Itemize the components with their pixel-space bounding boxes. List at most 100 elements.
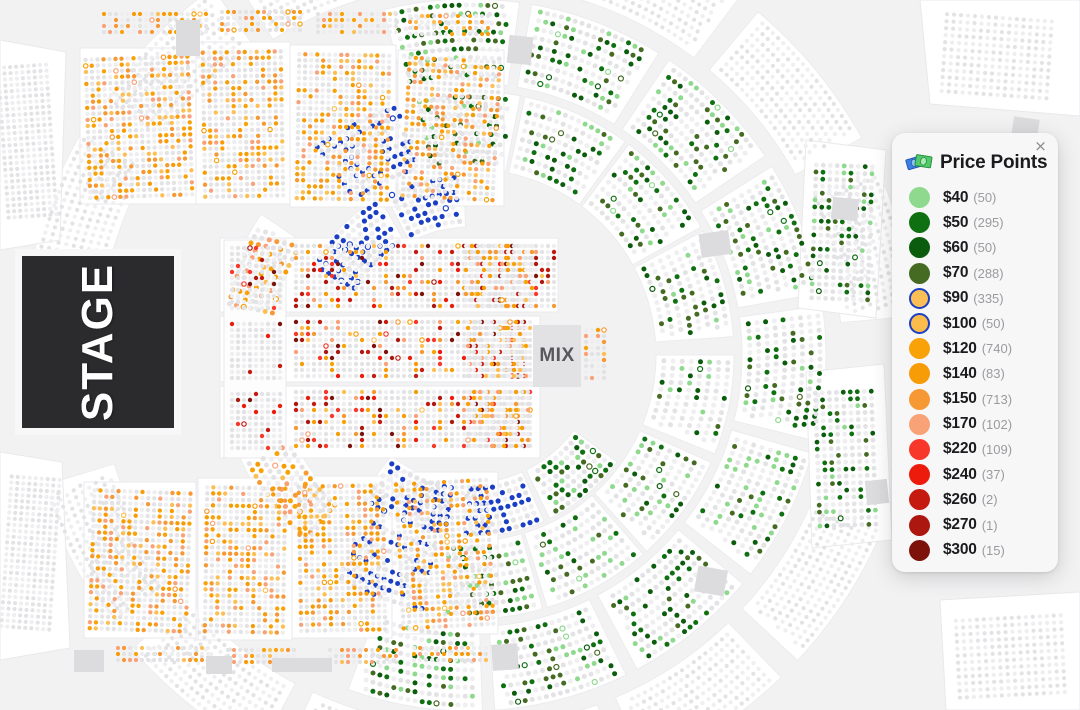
seat[interactable] bbox=[204, 688, 209, 693]
seat[interactable] bbox=[212, 56, 218, 61]
seat[interactable] bbox=[473, 46, 479, 52]
seat[interactable] bbox=[558, 564, 564, 570]
seat[interactable] bbox=[694, 109, 700, 115]
seat[interactable] bbox=[602, 539, 608, 545]
seat[interactable] bbox=[735, 245, 741, 251]
seat[interactable] bbox=[91, 129, 97, 134]
seat[interactable] bbox=[52, 225, 58, 230]
seat[interactable] bbox=[825, 554, 831, 560]
seat[interactable] bbox=[709, 605, 715, 611]
seat[interactable] bbox=[692, 609, 697, 615]
seat[interactable] bbox=[193, 679, 198, 684]
seat[interactable] bbox=[590, 623, 596, 629]
seat[interactable] bbox=[764, 103, 769, 108]
seat[interactable] bbox=[570, 459, 576, 466]
seat[interactable] bbox=[705, 0, 710, 3]
seat[interactable] bbox=[405, 697, 411, 702]
seat[interactable] bbox=[171, 186, 177, 192]
seat[interactable] bbox=[778, 403, 784, 409]
seat[interactable] bbox=[797, 542, 802, 547]
seat[interactable] bbox=[588, 671, 594, 677]
seat[interactable] bbox=[682, 629, 687, 635]
seat[interactable] bbox=[757, 190, 763, 196]
seat[interactable] bbox=[740, 87, 745, 92]
seat[interactable] bbox=[152, 139, 157, 144]
seat[interactable] bbox=[880, 281, 885, 286]
seat[interactable] bbox=[99, 189, 105, 194]
seat[interactable] bbox=[566, 519, 572, 525]
seat[interactable] bbox=[792, 422, 798, 428]
seat[interactable] bbox=[151, 109, 156, 114]
seat[interactable] bbox=[652, 269, 658, 274]
seat[interactable] bbox=[107, 68, 113, 74]
seat[interactable] bbox=[498, 30, 504, 36]
seat[interactable] bbox=[625, 224, 631, 230]
seat[interactable] bbox=[449, 219, 455, 225]
seat[interactable] bbox=[660, 225, 665, 231]
seat[interactable] bbox=[584, 443, 590, 450]
seat[interactable] bbox=[101, 75, 107, 80]
seat[interactable] bbox=[665, 704, 670, 709]
seat[interactable] bbox=[763, 245, 769, 251]
seat[interactable] bbox=[724, 501, 730, 507]
seat[interactable] bbox=[131, 74, 137, 79]
seat[interactable] bbox=[540, 685, 546, 691]
seat[interactable] bbox=[453, 211, 459, 217]
seat[interactable] bbox=[734, 221, 740, 226]
seat[interactable] bbox=[539, 36, 545, 42]
seat[interactable] bbox=[425, 107, 431, 113]
seat[interactable] bbox=[70, 178, 75, 183]
seat[interactable] bbox=[397, 161, 403, 167]
seat[interactable] bbox=[440, 666, 446, 672]
seat[interactable] bbox=[761, 179, 767, 185]
seat[interactable] bbox=[817, 371, 822, 376]
seat[interactable] bbox=[726, 516, 731, 522]
seat[interactable] bbox=[663, 152, 669, 158]
seat[interactable] bbox=[584, 663, 590, 669]
seat[interactable] bbox=[569, 145, 575, 151]
seat[interactable] bbox=[76, 501, 81, 507]
seat[interactable] bbox=[652, 504, 658, 510]
seat[interactable] bbox=[163, 662, 168, 667]
seat[interactable] bbox=[172, 192, 177, 198]
seat[interactable] bbox=[637, 197, 643, 203]
seat[interactable] bbox=[793, 640, 798, 645]
seat[interactable] bbox=[531, 510, 537, 516]
seat[interactable] bbox=[760, 21, 765, 26]
seat[interactable] bbox=[667, 548, 673, 554]
seat[interactable] bbox=[469, 667, 475, 673]
seat[interactable] bbox=[689, 290, 695, 296]
seat[interactable] bbox=[768, 530, 774, 536]
seat[interactable] bbox=[532, 633, 538, 639]
seat[interactable] bbox=[67, 184, 72, 189]
seat[interactable] bbox=[681, 479, 687, 485]
seat[interactable] bbox=[808, 609, 814, 614]
seat[interactable] bbox=[422, 210, 428, 216]
seat[interactable] bbox=[557, 672, 563, 678]
seat[interactable] bbox=[536, 677, 542, 683]
seat[interactable] bbox=[674, 401, 679, 407]
seat[interactable] bbox=[95, 69, 101, 74]
seat[interactable] bbox=[789, 554, 795, 559]
seat[interactable] bbox=[262, 5, 267, 10]
seat[interactable] bbox=[131, 56, 136, 61]
seat[interactable] bbox=[756, 363, 761, 369]
seat[interactable] bbox=[658, 6, 664, 11]
seat[interactable] bbox=[729, 66, 734, 72]
seat[interactable] bbox=[776, 229, 782, 235]
seat[interactable] bbox=[195, 661, 201, 666]
seat[interactable] bbox=[743, 400, 749, 406]
seat[interactable] bbox=[62, 176, 67, 181]
seat[interactable] bbox=[681, 408, 687, 414]
seat[interactable] bbox=[385, 485, 391, 491]
seat[interactable] bbox=[628, 151, 634, 157]
seat[interactable] bbox=[559, 504, 565, 510]
seat[interactable] bbox=[76, 164, 81, 170]
seat[interactable] bbox=[390, 530, 396, 536]
seat[interactable] bbox=[748, 494, 754, 500]
seat[interactable] bbox=[847, 126, 852, 131]
seat[interactable] bbox=[66, 235, 71, 240]
seat[interactable] bbox=[705, 321, 711, 327]
seat[interactable] bbox=[683, 544, 689, 550]
seat[interactable] bbox=[231, 80, 236, 85]
